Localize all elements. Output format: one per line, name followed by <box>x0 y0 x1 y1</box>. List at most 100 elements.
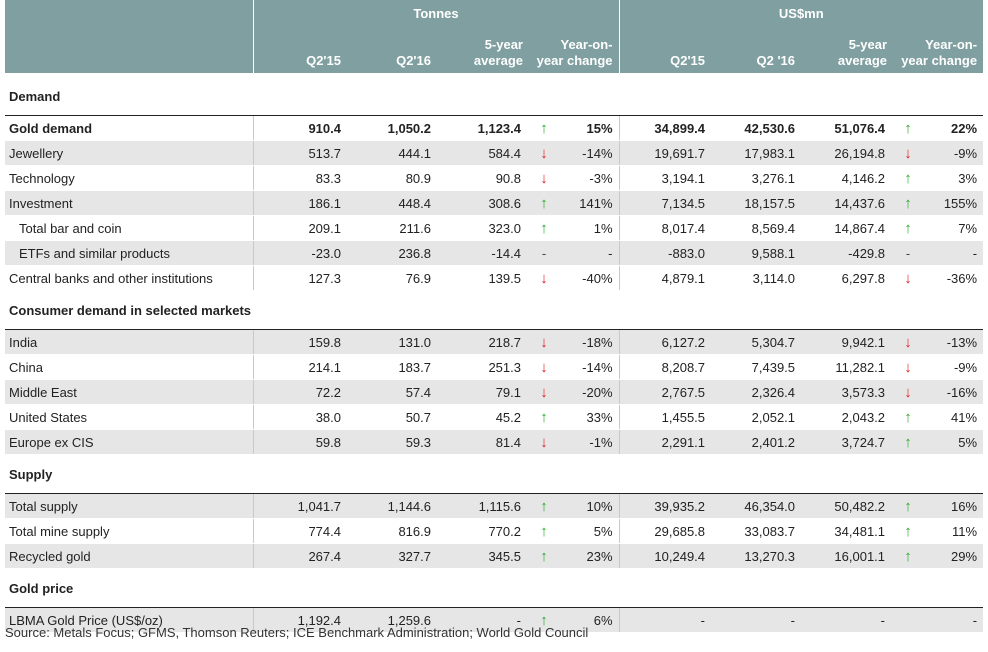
arrow-up-icon: ↑ <box>540 611 548 629</box>
col-header-yoy-usd: Year-on-year change <box>893 26 984 73</box>
tonnes-q2-16: 444.1 <box>349 140 439 166</box>
usd-q2-16: 5,304.7 <box>713 329 804 355</box>
usd-q2-15: 29,685.8 <box>618 518 714 544</box>
arrow-down-icon: ↓ <box>540 144 548 162</box>
usd-yoy-arrow: ↓ <box>893 379 924 405</box>
row-label: Technology <box>5 165 253 191</box>
usd-q2-15: 8,208.7 <box>618 354 714 380</box>
usd-yoy-arrow: ↓ <box>893 140 924 166</box>
usd-yoy-arrow: ↑ <box>893 518 924 544</box>
usd-q2-15: 10,249.4 <box>618 543 714 569</box>
tonnes-yoy-change: 15% <box>559 115 620 141</box>
row-label: Total bar and coin <box>5 215 253 241</box>
tonnes-yoy-change: -1% <box>559 429 620 455</box>
usd-q2-15: 8,017.4 <box>618 215 714 241</box>
arrow-down-icon: ↓ <box>540 333 548 351</box>
usd-q2-16: 8,569.4 <box>713 215 804 241</box>
table-row: Total supply 1,041.7 1,144.6 1,115.6 ↑ 10% 39,… <box>5 493 984 519</box>
row-label: Total mine supply <box>5 518 253 544</box>
usd-q2-16: - <box>713 607 804 633</box>
tonnes-yoy-change: -20% <box>559 379 620 405</box>
tonnes-q2-15: 72.2 <box>252 379 349 405</box>
usd-yoy-arrow: ↑ <box>893 543 924 569</box>
section-consumer-demand: Consumer demand in selected markets <box>5 290 984 330</box>
tonnes-yoy-change: -18% <box>559 329 620 355</box>
row-label: Central banks and other institutions <box>5 265 253 291</box>
usd-5yr-avg: 3,573.3 <box>803 379 894 405</box>
arrow-up-icon: ↑ <box>540 119 548 137</box>
section-demand-title: Demand <box>5 73 984 116</box>
table-row: Investment 186.1 448.4 308.6 ↑ 141% 7,134.5 18,… <box>5 190 984 216</box>
tonnes-q2-16: 59.3 <box>349 429 439 455</box>
arrow-placeholder: - <box>905 245 911 261</box>
usd-q2-16: 33,083.7 <box>713 518 804 544</box>
usd-q2-16: 3,276.1 <box>713 165 804 191</box>
usd-yoy-change: 5% <box>923 429 984 455</box>
tonnes-yoy-change: 5% <box>559 518 620 544</box>
tonnes-q2-16: 1,144.6 <box>349 493 439 519</box>
tonnes-5yr-avg: 139.5 <box>439 265 529 291</box>
usd-yoy-arrow: ↓ <box>893 265 924 291</box>
tonnes-yoy-change: -3% <box>559 165 620 191</box>
table-row: ETFs and similar products -23.0 236.8 -14.4… <box>5 240 984 266</box>
usd-5yr-avg: 6,297.8 <box>803 265 894 291</box>
usd-yoy-change: 3% <box>923 165 984 191</box>
usd-q2-15: 6,127.2 <box>618 329 714 355</box>
row-label: United States <box>5 404 253 430</box>
header-group-tonnes: Tonnes <box>252 0 620 26</box>
arrow-up-icon: ↑ <box>904 194 912 212</box>
arrow-down-icon: ↓ <box>904 383 912 401</box>
tonnes-yoy-arrow: ↓ <box>529 354 559 380</box>
table-row: Recycled gold 267.4 327.7 345.5 ↑ 23% 10,249.4… <box>5 543 984 569</box>
tonnes-yoy-change: -14% <box>559 354 620 380</box>
usd-yoy-change: 41% <box>923 404 984 430</box>
source-note: Source: Metals Focus; GFMS, Thomson Reut… <box>5 625 589 640</box>
tonnes-q2-16: 76.9 <box>349 265 439 291</box>
table-row: India 159.8 131.0 218.7 ↓ -18% 6,127.2 5,304.7 9… <box>5 329 984 355</box>
usd-5yr-avg: 14,437.6 <box>803 190 894 216</box>
usd-q2-15: 19,691.7 <box>618 140 714 166</box>
tonnes-yoy-arrow: ↑ <box>529 115 559 141</box>
header-row-groups: Tonnes US$mn <box>5 0 984 26</box>
table-row: LBMA Gold Price (US$/oz) 1,192.4 1,259.6- ↑… <box>5 607 984 633</box>
arrow-up-icon: ↑ <box>904 522 912 540</box>
usd-5yr-avg: 51,076.4 <box>803 115 894 141</box>
tonnes-yoy-change: -40% <box>559 265 620 291</box>
tonnes-q2-16: 183.7 <box>349 354 439 380</box>
tonnes-q2-15: 127.3 <box>252 265 349 291</box>
section-consumer-demand-title: Consumer demand in selected markets <box>5 290 984 330</box>
table-row: Central banks and other institutions 127.… <box>5 265 984 291</box>
usd-5yr-avg: 14,867.4 <box>803 215 894 241</box>
row-label: China <box>5 354 253 380</box>
arrow-up-icon: ↑ <box>904 497 912 515</box>
row-label: India <box>5 329 253 355</box>
tonnes-yoy-change: 23% <box>559 543 620 569</box>
table-row: Technology 83.3 80.9 90.8 ↓ -3% 3,194.1 3,276.1… <box>5 165 984 191</box>
table-row: Europe ex CIS 59.8 59.3 81.4 ↓ -1% 2,291.1 2,40… <box>5 429 984 455</box>
usd-yoy-change: - <box>923 240 984 266</box>
tonnes-q2-16: 236.8 <box>349 240 439 266</box>
col-header-yoy: Year-on-year change <box>529 26 620 73</box>
usd-q2-15: 39,935.2 <box>618 493 714 519</box>
usd-q2-16: 3,114.0 <box>713 265 804 291</box>
col-header-q2-15-usd: Q2'15 <box>618 26 714 73</box>
arrow-down-icon: ↓ <box>904 358 912 376</box>
usd-q2-15: 7,134.5 <box>618 190 714 216</box>
tonnes-5yr-avg: 308.6 <box>439 190 529 216</box>
usd-yoy-change: - <box>923 607 984 633</box>
usd-q2-15: 34,899.4 <box>618 115 714 141</box>
table-row: United States 38.0 50.7 45.2 ↑ 33% 1,455.5 2,05… <box>5 404 984 430</box>
tonnes-yoy-arrow: ↑ <box>529 493 559 519</box>
arrow-down-icon: ↓ <box>540 169 548 187</box>
tonnes-q2-16: 50.7 <box>349 404 439 430</box>
tonnes-q2-16: 327.7 <box>349 543 439 569</box>
tonnes-q2-15: 59.8 <box>252 429 349 455</box>
arrow-up-icon: ↑ <box>904 547 912 565</box>
tonnes-5yr-avg: 323.0 <box>439 215 529 241</box>
usd-yoy-change: 155% <box>923 190 984 216</box>
tonnes-5yr-avg: 584.4 <box>439 140 529 166</box>
usd-5yr-avg: -429.8 <box>803 240 894 266</box>
usd-q2-15: 3,194.1 <box>618 165 714 191</box>
tonnes-q2-15: 83.3 <box>252 165 349 191</box>
row-label: Jewellery <box>5 140 253 166</box>
